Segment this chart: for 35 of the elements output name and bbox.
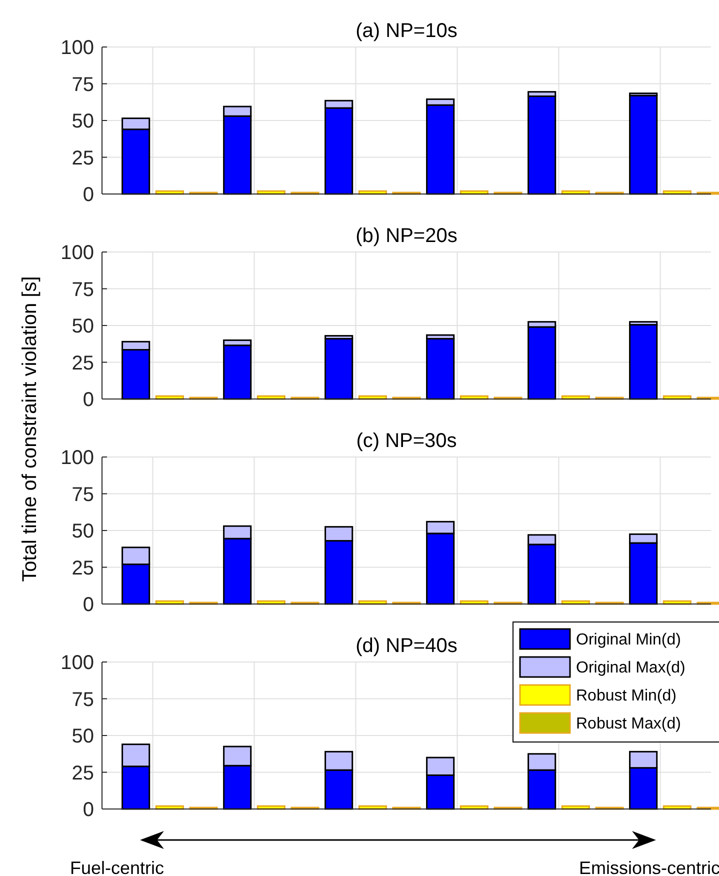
chart-title: (d) NP=40s xyxy=(356,635,458,657)
y-tick-label: 25 xyxy=(72,557,94,580)
y-tick-label: 50 xyxy=(72,110,94,132)
y-tick-label: 75 xyxy=(72,278,94,301)
bar xyxy=(629,324,658,400)
legend-label: Robust Max(d) xyxy=(576,716,681,733)
y-tick-label: 0 xyxy=(82,184,94,206)
bar xyxy=(324,338,354,400)
y-tick-label: 25 xyxy=(72,762,94,784)
legend-label: Robust Min(d) xyxy=(576,688,676,705)
y-tick-label: 100 xyxy=(60,37,94,59)
bar xyxy=(426,338,455,400)
y-tick-label: 0 xyxy=(82,594,94,616)
y-tick-label: 50 xyxy=(72,520,94,542)
y-tick-label: 0 xyxy=(82,799,94,821)
legend-label: Original Min(d) xyxy=(576,632,681,649)
y-axis-title: Total time of constraint violation [s] xyxy=(19,276,41,582)
y-tick-label: 100 xyxy=(60,447,94,469)
y-tick-label: 75 xyxy=(72,688,94,711)
y-tick-label: 50 xyxy=(72,316,94,338)
bar xyxy=(629,94,658,195)
chart-title: (b) NP=20s xyxy=(356,225,458,247)
y-tick-label: 100 xyxy=(60,242,94,264)
chart-title: (c) NP=30s xyxy=(356,430,457,452)
text: Fuel-centric xyxy=(70,858,164,876)
y-tick-label: 50 xyxy=(72,726,94,748)
y-tick-label: 75 xyxy=(72,74,94,96)
y-tick-label: 0 xyxy=(82,389,94,411)
y-tick-label: 25 xyxy=(72,147,94,170)
legend-label: Original Max(d) xyxy=(576,660,686,677)
y-tick-label: 25 xyxy=(72,352,94,374)
y-tick-label: 100 xyxy=(60,652,94,674)
bar xyxy=(528,95,556,195)
y-tick-label: 75 xyxy=(72,484,94,506)
chart-title: (a) NP=10s xyxy=(356,20,458,42)
